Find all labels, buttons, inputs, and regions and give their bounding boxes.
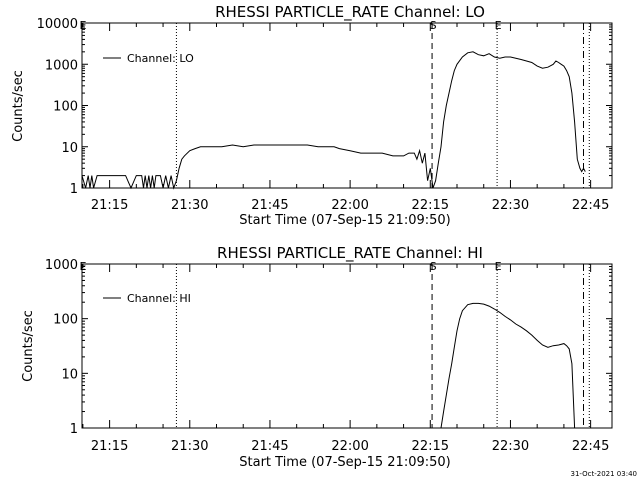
x-tick-label: 21:45 xyxy=(251,439,288,454)
event-marker-label: S xyxy=(430,19,437,32)
x-tick-label: 21:30 xyxy=(171,198,208,213)
panel-lo: RHESSI PARTICLE_RATE Channel: LO Counts/… xyxy=(11,3,613,228)
panel-lo-x-axis-title: Start Time (07-Sep-15 21:09:50) xyxy=(239,213,450,228)
event-marker-label: E xyxy=(80,19,87,32)
y-tick-label: 1000 xyxy=(45,58,78,73)
y-tick-label: 10 xyxy=(61,141,78,156)
x-tick-label: 22:00 xyxy=(331,198,368,213)
panel-hi-title: RHESSI PARTICLE_RATE Channel: HI xyxy=(217,244,483,263)
panel-lo-x-ticks: 21:15 21:30 21:45 22:00 22:15 22:30 22:45 xyxy=(82,23,609,213)
panel-lo-plot-frame xyxy=(81,22,613,189)
panel-lo-title: RHESSI PARTICLE_RATE Channel: LO xyxy=(215,3,485,22)
y-tick-label: 100 xyxy=(53,100,78,115)
panel-lo-series xyxy=(81,51,586,190)
panel-hi-y-ticks: 1 10 100 1000 xyxy=(45,258,612,437)
event-marker-label: E xyxy=(495,260,502,273)
event-marker-label: E xyxy=(495,19,502,32)
panel-hi-series xyxy=(440,302,576,429)
y-tick-label: 1 xyxy=(70,182,78,197)
generation-timestamp: 31-Oct-2021 03:40 xyxy=(571,470,637,478)
x-tick-label: 22:45 xyxy=(572,198,609,213)
x-tick-label: 22:00 xyxy=(331,439,368,454)
panel-hi-y-axis-label: Counts/sec xyxy=(21,310,36,382)
panel-hi-x-ticks: 21:15 21:30 21:45 22:00 22:15 22:30 22:45 xyxy=(82,264,609,454)
panel-lo-y-ticks: 1 10 100 1000 10000 xyxy=(37,17,612,197)
series-line xyxy=(81,51,586,190)
x-tick-label: 22:30 xyxy=(492,439,529,454)
x-tick-label: 22:45 xyxy=(572,439,609,454)
x-tick-label: 22:15 xyxy=(412,439,449,454)
y-tick-label: 10000 xyxy=(37,17,78,32)
y-tick-label: 100 xyxy=(53,313,78,328)
x-tick-label: 21:15 xyxy=(91,439,128,454)
x-tick-label: 21:30 xyxy=(171,439,208,454)
panel-lo-y-axis-label: Counts/sec xyxy=(11,70,26,142)
x-tick-label: 21:15 xyxy=(91,198,128,213)
y-tick-label: 10 xyxy=(61,367,78,382)
panel-hi: RHESSI PARTICLE_RATE Channel: HI Counts/… xyxy=(21,244,613,470)
panel-hi-legend-label: Channel: HI xyxy=(127,292,191,305)
y-tick-label: 1 xyxy=(70,422,78,437)
event-marker-label: S xyxy=(430,260,437,273)
series-line xyxy=(440,302,576,429)
event-marker-label: E xyxy=(80,260,87,273)
x-tick-label: 21:45 xyxy=(251,198,288,213)
x-tick-label: 22:15 xyxy=(412,198,449,213)
panel-lo-legend-label: Channel: LO xyxy=(127,52,194,65)
panel-hi-plot-frame xyxy=(81,263,613,429)
y-tick-label: 1000 xyxy=(45,258,78,273)
x-tick-label: 22:30 xyxy=(492,198,529,213)
panel-hi-x-axis-title: Start Time (07-Sep-15 21:09:50) xyxy=(239,455,450,470)
